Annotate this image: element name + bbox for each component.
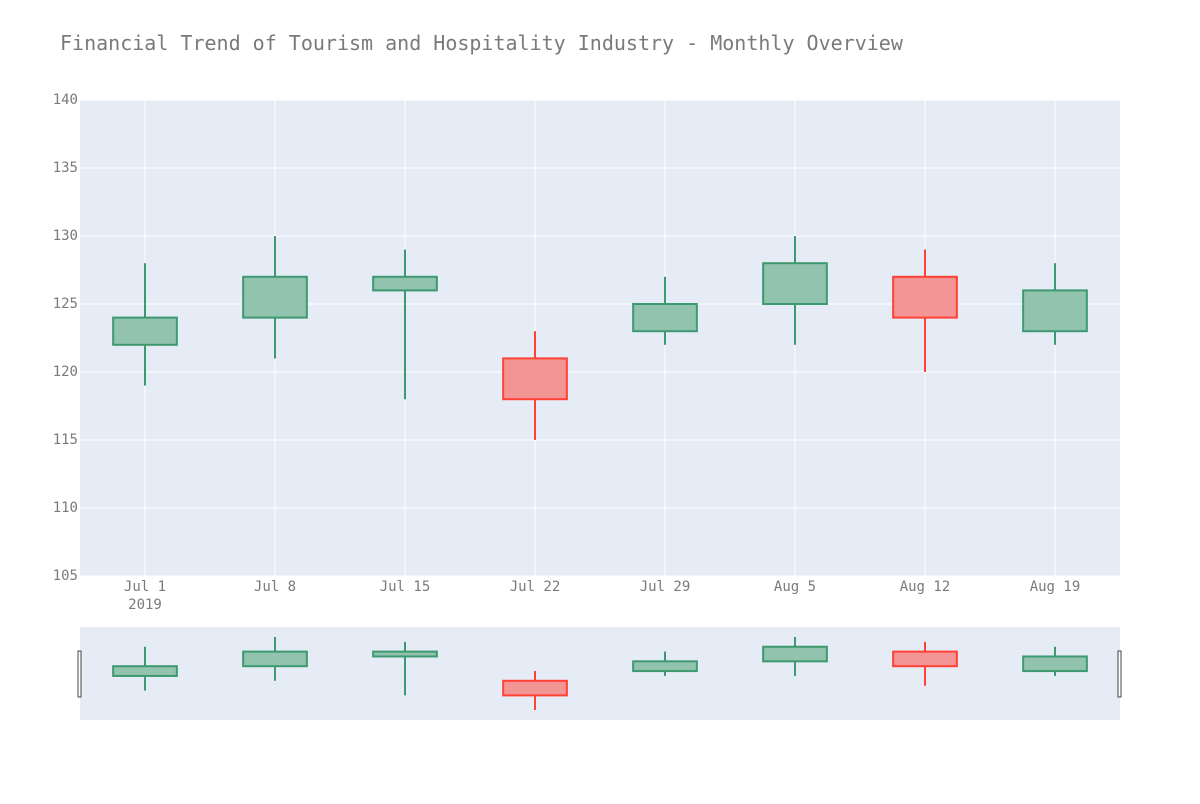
y-tick-label: 135: [53, 160, 78, 176]
slider-candle[interactable]: [892, 641, 958, 686]
y-tick-label: 110: [53, 500, 78, 516]
slider-body: [112, 665, 178, 677]
x-axis-ticks: Jul 1 2019 Jul 8 Jul 15 Jul 22 Jul 29 Aug 5 Aug…: [124, 579, 1080, 613]
x-tick-label: Jul 22: [510, 579, 561, 595]
main-body: [372, 275, 438, 292]
main-body: [112, 316, 178, 346]
main-body: [632, 303, 698, 333]
slider-body: [892, 650, 958, 668]
slider-body: [372, 650, 438, 658]
main-candle[interactable]: [242, 236, 308, 359]
plot-background[interactable]: [80, 100, 1120, 576]
range-slider-candles: [112, 637, 1088, 710]
slider-body: [502, 679, 568, 697]
slider-candle[interactable]: [762, 637, 828, 676]
x-tick-label: Aug 5: [774, 579, 816, 595]
slider-candle[interactable]: [632, 651, 698, 676]
x-tick-sublabel: 2019: [128, 597, 162, 613]
range-slider-right-handle[interactable]: [1117, 650, 1122, 698]
slider-candle[interactable]: [112, 646, 178, 691]
main-candle[interactable]: [502, 331, 568, 440]
main-candle[interactable]: [892, 249, 958, 372]
x-tick-label: Jul 8: [254, 579, 296, 595]
candles: [112, 236, 1088, 440]
main-body: [892, 275, 958, 319]
main-body: [242, 275, 308, 319]
y-axis-ticks: 105 110 115 120 125 130 135 140: [53, 92, 78, 584]
slider-candle[interactable]: [1022, 646, 1088, 676]
y-tick-label: 125: [53, 296, 78, 312]
slider-candle[interactable]: [242, 637, 308, 681]
y-tick-label: 115: [53, 432, 78, 448]
x-tick-label: Jul 29: [640, 579, 691, 595]
main-candle[interactable]: [112, 263, 178, 386]
range-slider-background[interactable]: [80, 627, 1120, 720]
main-body: [502, 357, 568, 401]
y-tick-label: 140: [53, 92, 78, 108]
range-slider-left-handle[interactable]: [77, 650, 82, 698]
y-tick-label: 120: [53, 364, 78, 380]
y-tick-label: 105: [53, 568, 78, 584]
main-candle[interactable]: [372, 249, 438, 400]
x-tick-label: Aug 19: [1030, 579, 1081, 595]
chart-title: Financial Trend of Tourism and Hospitali…: [60, 31, 904, 55]
main-body: [1022, 289, 1088, 333]
slider-candle[interactable]: [372, 641, 438, 696]
main-body: [762, 262, 828, 306]
x-tick-label: Jul 15: [380, 579, 431, 595]
slider-body: [242, 650, 308, 668]
slider-body: [632, 660, 698, 673]
main-candle[interactable]: [762, 236, 828, 345]
x-tick-label: Jul 1: [124, 579, 166, 595]
slider-candle[interactable]: [502, 671, 568, 710]
slider-body: [1022, 655, 1088, 673]
y-tick-label: 130: [53, 228, 78, 244]
main-candle[interactable]: [632, 276, 698, 345]
x-tick-label: Aug 12: [900, 579, 951, 595]
main-candle[interactable]: [1022, 263, 1088, 345]
slider-body: [762, 645, 828, 663]
